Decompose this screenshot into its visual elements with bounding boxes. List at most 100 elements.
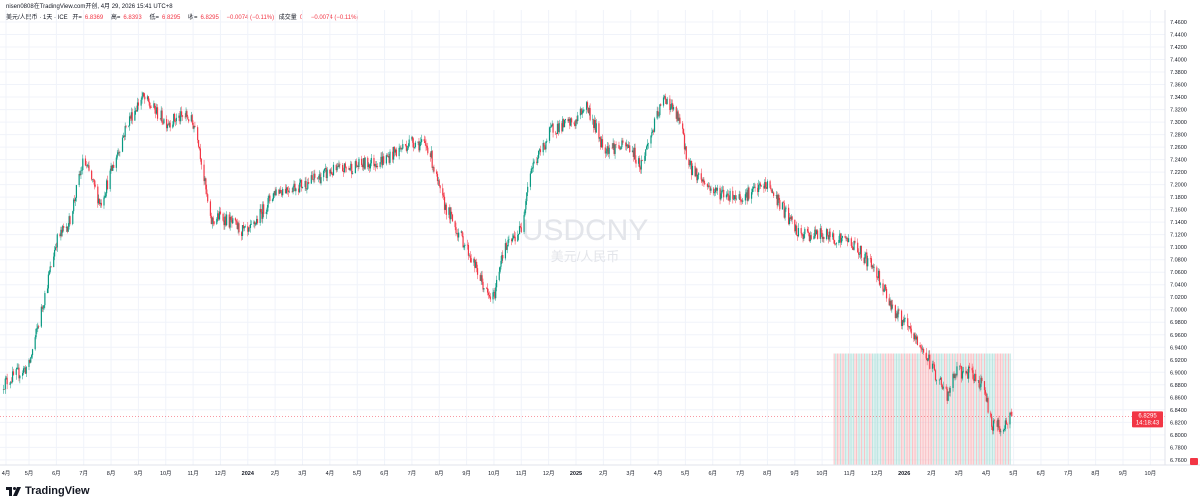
candle-body	[456, 233, 458, 234]
price-axis[interactable]: 7.4600 7.4400 7.4200 7.4000 7.3800 7.3600 7.34…	[1170, 20, 1187, 464]
candle-body	[638, 158, 641, 168]
candle-body	[657, 111, 659, 116]
candle-body	[154, 103, 156, 110]
candle-body	[299, 182, 301, 193]
candle-body	[670, 107, 672, 110]
candle-body	[839, 233, 841, 240]
candle-body	[960, 366, 963, 379]
profile-stripe	[940, 353, 942, 465]
candle-body	[833, 240, 836, 244]
time-tick-label: 7月	[736, 470, 745, 477]
profile-stripe	[1006, 353, 1008, 465]
candle-body	[430, 151, 432, 157]
candle-body	[999, 428, 1001, 433]
candle-body	[581, 113, 583, 115]
profile-stripe	[950, 353, 952, 465]
candle-body	[939, 377, 941, 380]
candle-body	[385, 155, 387, 164]
candle-body	[450, 211, 452, 220]
candle-body	[734, 195, 737, 200]
candle-body	[891, 304, 893, 310]
profile-stripe	[843, 353, 845, 465]
candle-body	[962, 370, 964, 372]
candle-body	[488, 294, 490, 297]
profile-stripe	[889, 353, 891, 465]
candle-body	[832, 233, 834, 238]
candle-body	[548, 127, 551, 141]
candle-body	[677, 111, 679, 121]
candle-body	[224, 216, 226, 226]
candle-body	[15, 369, 17, 375]
candle-body	[679, 117, 681, 124]
candle-body	[641, 160, 643, 162]
candle-body	[368, 164, 371, 169]
symbol-label[interactable]: 美元/人民币 · 1天 · ICE	[6, 15, 68, 21]
candle-body	[822, 237, 824, 239]
candle-body	[518, 226, 521, 234]
candle-body	[671, 103, 673, 108]
candle-body	[672, 107, 675, 110]
candle-body	[261, 211, 263, 219]
candle-body	[337, 166, 339, 167]
candle-body	[36, 328, 38, 330]
profile-stripe	[1004, 353, 1006, 465]
profile-stripe	[971, 353, 973, 465]
candle-body	[481, 275, 483, 282]
candle-body	[316, 177, 319, 179]
candle-body	[73, 199, 75, 212]
candle-body	[19, 375, 21, 379]
price-chart[interactable]: USDCNY 美元/人民币 7.46007.44007.42007.40007.…	[0, 0, 1200, 480]
candle-body	[91, 179, 94, 181]
tradingview-logo[interactable]: TradingView	[6, 485, 90, 497]
candle-body	[479, 274, 481, 281]
candle-body	[163, 119, 165, 124]
candle-body	[619, 148, 621, 150]
candle-body	[807, 231, 810, 233]
profile-stripe	[960, 353, 962, 465]
candle-body	[1003, 428, 1006, 431]
candle-body	[393, 146, 396, 153]
candle-body	[974, 373, 976, 381]
candle-body	[53, 249, 56, 257]
candle-body	[879, 283, 881, 285]
candle-body	[652, 130, 654, 133]
candle-body	[241, 232, 243, 236]
candle-body	[451, 211, 453, 215]
candle-body	[431, 151, 433, 168]
candle-body	[454, 221, 456, 228]
candle-body	[750, 192, 753, 199]
profile-stripe	[920, 353, 922, 465]
candle-body	[775, 195, 777, 196]
profile-stripe	[841, 353, 843, 465]
candle-body	[113, 164, 115, 168]
candle-body	[728, 200, 730, 201]
candle-body	[860, 245, 862, 258]
price-tick-label: 6.8600	[1170, 395, 1187, 401]
candle-body	[22, 368, 25, 374]
price-tick-label: 7.3800	[1170, 70, 1187, 76]
candle-body	[866, 252, 868, 267]
candle-body	[506, 246, 508, 250]
candle-body	[574, 124, 576, 126]
candle-body	[408, 139, 410, 146]
profile-stripe	[926, 353, 928, 465]
candle-body	[840, 237, 843, 243]
candle-body	[437, 180, 439, 182]
candle-body	[17, 367, 19, 369]
candle-body	[848, 238, 850, 243]
candle-body	[271, 199, 274, 201]
high-label: 高=	[110, 15, 121, 21]
candle-body	[545, 141, 547, 150]
candle-body	[379, 162, 381, 167]
alert-flag-icon[interactable]	[1190, 458, 1198, 465]
candle-body	[234, 218, 237, 221]
price-tick-label: 7.1600	[1170, 208, 1187, 214]
candle-body	[529, 173, 532, 187]
candle-body	[689, 164, 691, 166]
time-axis[interactable]: 4月 5月 6月 7月 8月 9月 10月 11月 12月 2024 2月 3月 4月 5月 6月 7月 8月 9…	[2, 470, 1156, 477]
candle-body	[723, 189, 725, 198]
candle-body	[826, 229, 829, 236]
profile-stripe	[988, 353, 990, 465]
candle-body	[595, 123, 597, 133]
price-tick-label: 7.2000	[1170, 183, 1187, 189]
